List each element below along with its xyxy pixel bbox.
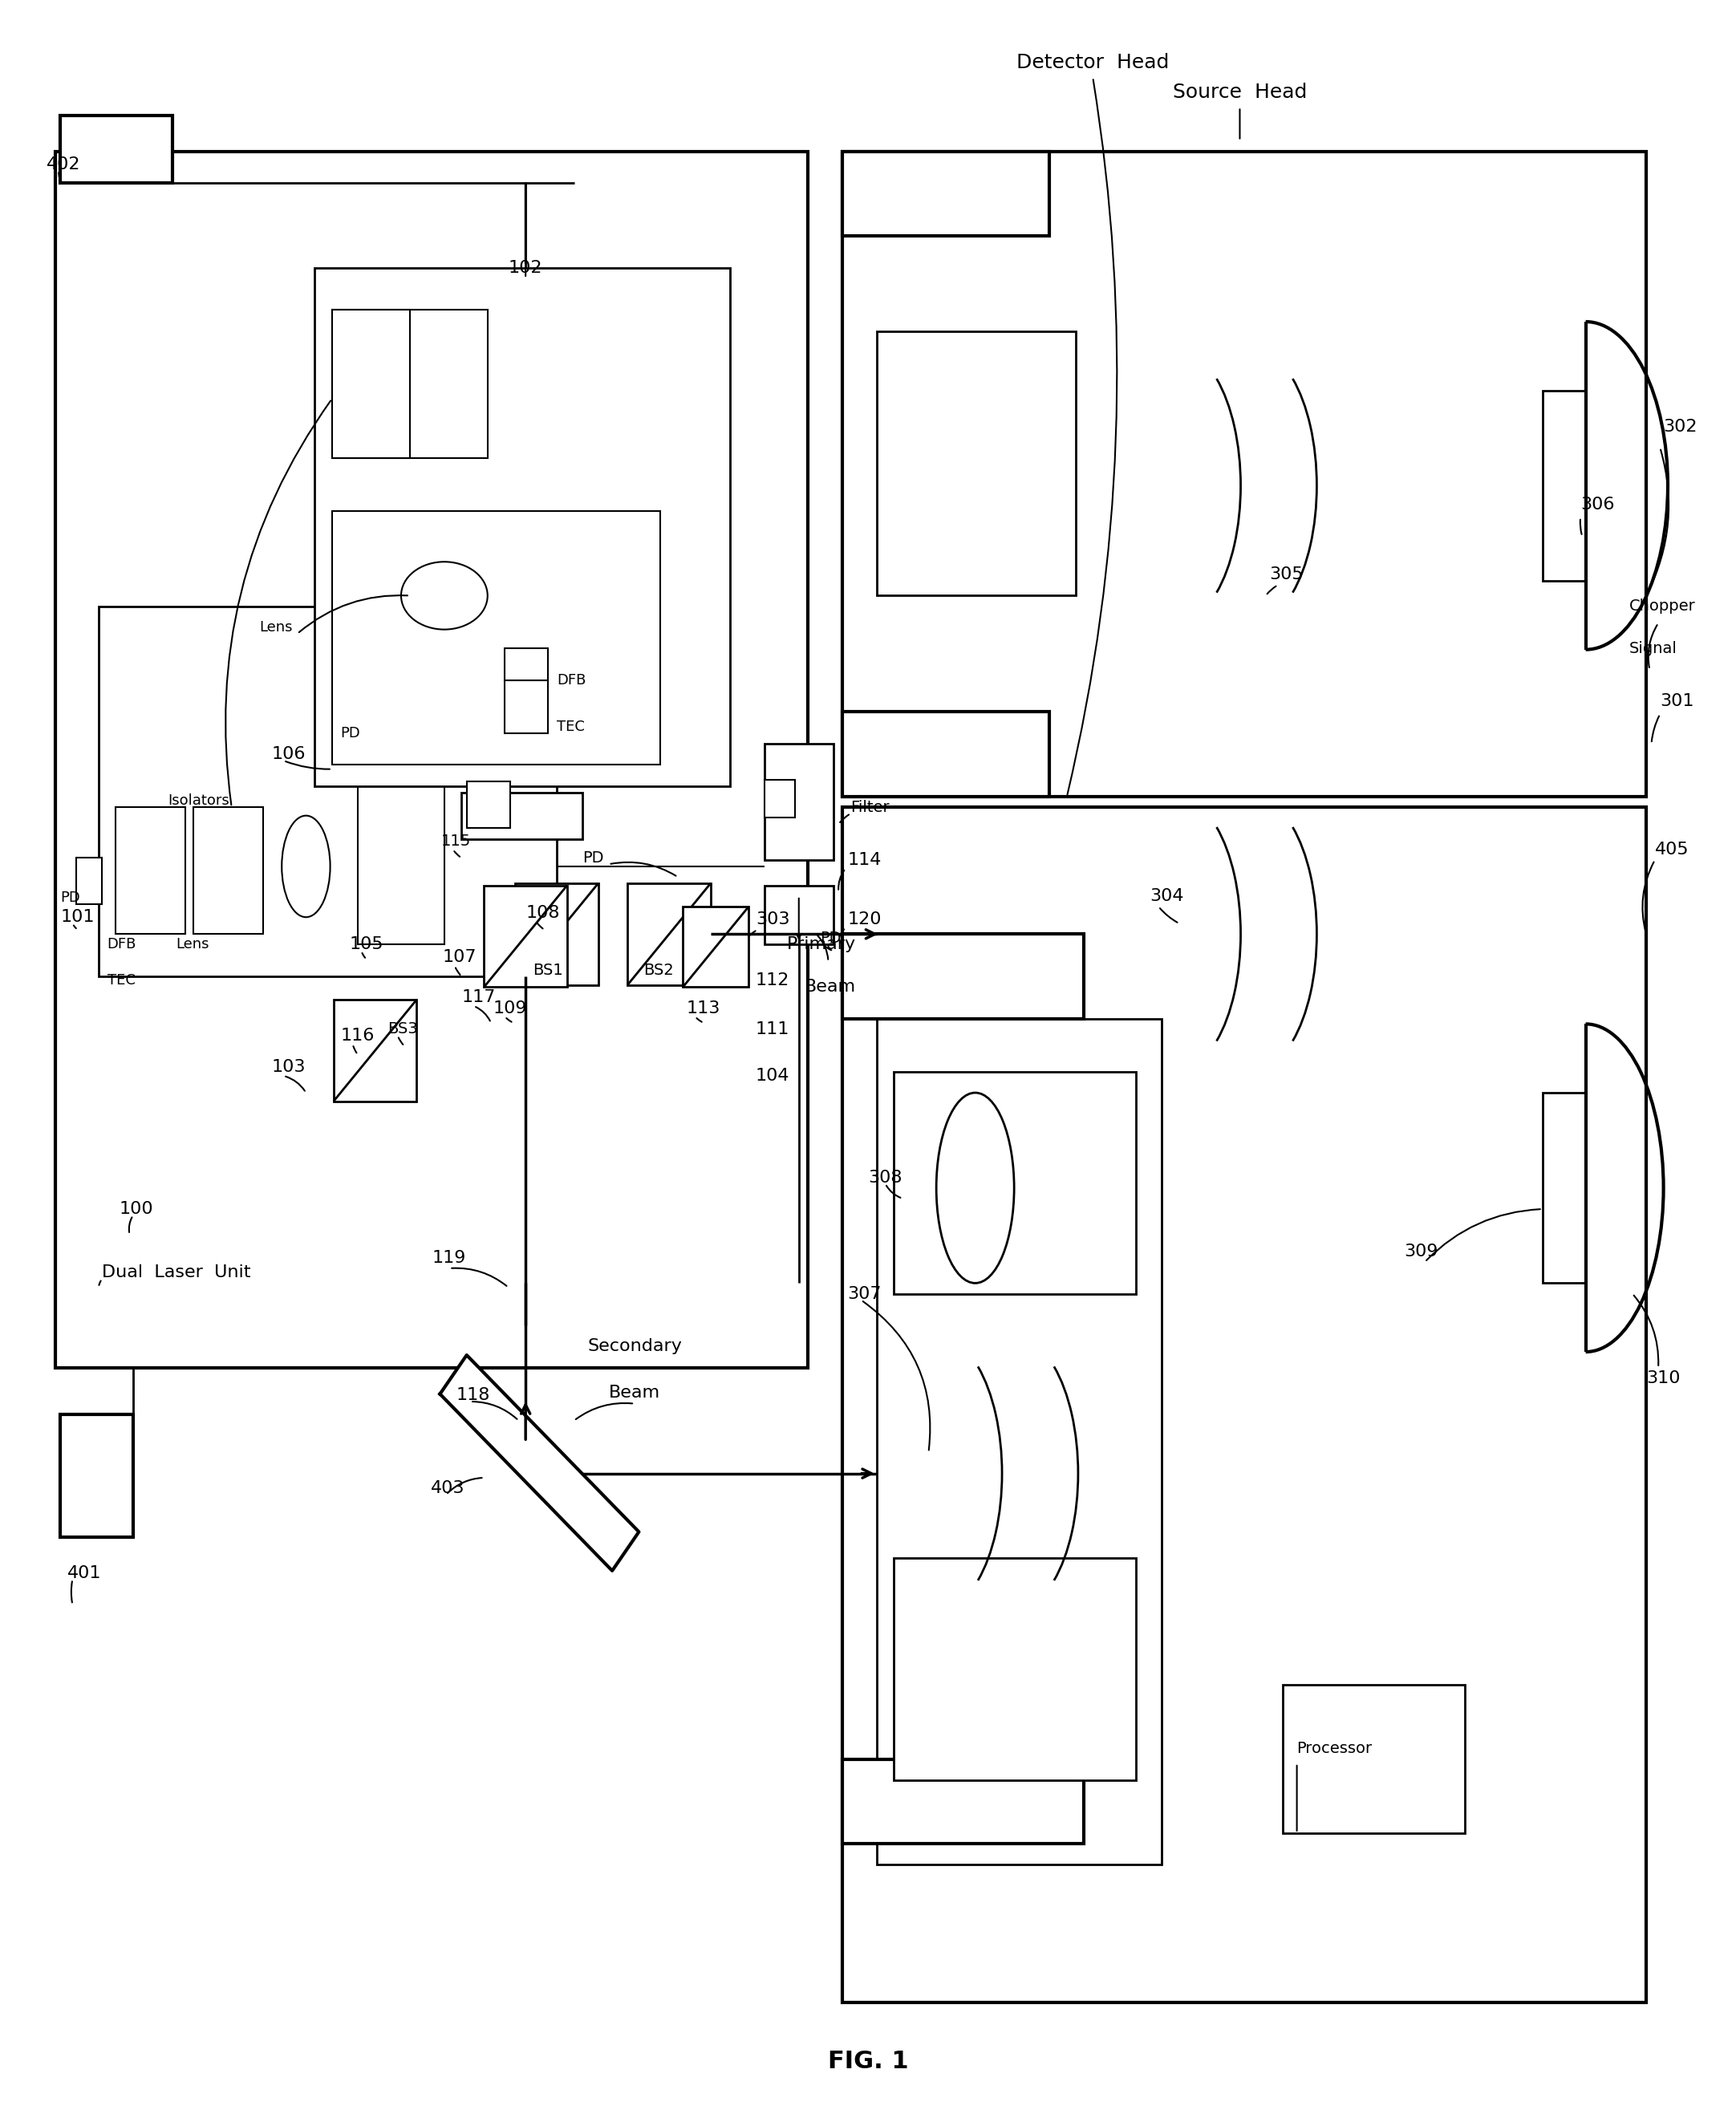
Text: 108: 108 bbox=[526, 904, 559, 921]
Text: Source  Head: Source Head bbox=[1172, 83, 1307, 102]
Bar bbox=[61, 115, 174, 182]
Text: 308: 308 bbox=[868, 1169, 903, 1186]
Text: 112: 112 bbox=[755, 972, 790, 989]
Bar bbox=[842, 151, 1050, 236]
Bar bbox=[332, 310, 488, 458]
Text: 306: 306 bbox=[1580, 497, 1614, 514]
Text: DFB: DFB bbox=[557, 673, 587, 688]
Bar bbox=[99, 607, 557, 976]
Bar bbox=[56, 151, 807, 1369]
Text: 307: 307 bbox=[847, 1286, 882, 1301]
Text: PD: PD bbox=[819, 932, 840, 946]
Bar bbox=[332, 310, 410, 458]
Text: Secondary: Secondary bbox=[587, 1339, 682, 1354]
Text: 113: 113 bbox=[686, 999, 720, 1016]
Text: 304: 304 bbox=[1149, 887, 1184, 904]
Bar bbox=[333, 999, 417, 1101]
Bar bbox=[877, 331, 1076, 596]
Text: 402: 402 bbox=[47, 157, 80, 172]
Bar bbox=[682, 906, 748, 987]
Text: 119: 119 bbox=[432, 1250, 467, 1265]
Text: DFB: DFB bbox=[108, 938, 137, 953]
Bar bbox=[1542, 1093, 1585, 1284]
Text: PD: PD bbox=[582, 851, 604, 866]
Text: 120: 120 bbox=[847, 910, 882, 927]
Bar bbox=[842, 1759, 1085, 1844]
Bar bbox=[877, 1019, 1161, 1865]
Text: 101: 101 bbox=[61, 908, 94, 925]
Bar bbox=[116, 806, 186, 934]
Bar bbox=[894, 1558, 1135, 1780]
Bar bbox=[505, 681, 549, 732]
Bar bbox=[516, 883, 599, 985]
Bar bbox=[764, 743, 833, 859]
Bar bbox=[842, 713, 1050, 796]
Text: 100: 100 bbox=[120, 1201, 153, 1218]
Text: 310: 310 bbox=[1646, 1371, 1680, 1386]
Bar bbox=[894, 1072, 1135, 1294]
Text: PD: PD bbox=[61, 891, 80, 906]
Bar bbox=[194, 806, 262, 934]
Bar bbox=[358, 775, 444, 944]
Text: 405: 405 bbox=[1654, 842, 1689, 857]
Bar bbox=[1283, 1685, 1465, 1833]
Bar bbox=[462, 792, 583, 838]
Text: 115: 115 bbox=[441, 834, 470, 849]
Text: 109: 109 bbox=[493, 999, 526, 1016]
Text: Detector  Head: Detector Head bbox=[1017, 53, 1168, 72]
Text: TEC: TEC bbox=[108, 974, 135, 989]
Polygon shape bbox=[439, 1356, 639, 1570]
Text: TEC: TEC bbox=[557, 719, 585, 734]
Bar bbox=[61, 1413, 134, 1536]
Bar bbox=[842, 934, 1085, 1019]
Bar bbox=[628, 883, 710, 985]
Text: 102: 102 bbox=[509, 259, 543, 276]
Bar bbox=[314, 267, 729, 785]
Text: Isolators: Isolators bbox=[168, 794, 229, 808]
Text: BS1: BS1 bbox=[533, 963, 562, 978]
Bar bbox=[467, 781, 510, 828]
Text: 117: 117 bbox=[462, 989, 495, 1006]
Text: Primary: Primary bbox=[786, 936, 856, 953]
Text: Lens: Lens bbox=[259, 620, 293, 634]
Text: 309: 309 bbox=[1404, 1243, 1437, 1258]
Text: Beam: Beam bbox=[804, 978, 856, 995]
Text: PD: PD bbox=[340, 726, 361, 741]
Text: Chopper: Chopper bbox=[1628, 598, 1696, 613]
Text: 116: 116 bbox=[340, 1027, 375, 1044]
Bar bbox=[332, 511, 660, 764]
Bar bbox=[842, 806, 1646, 2003]
Text: 103: 103 bbox=[271, 1059, 306, 1076]
Text: 118: 118 bbox=[457, 1388, 490, 1403]
Text: 104: 104 bbox=[755, 1067, 790, 1084]
Text: 106: 106 bbox=[271, 747, 306, 762]
Text: Filter: Filter bbox=[851, 800, 891, 815]
Bar bbox=[484, 885, 568, 987]
Text: Processor: Processor bbox=[1297, 1740, 1373, 1757]
Text: 403: 403 bbox=[431, 1481, 465, 1496]
Bar bbox=[1542, 390, 1585, 581]
Bar bbox=[764, 885, 833, 944]
Text: Beam: Beam bbox=[609, 1386, 660, 1401]
Bar bbox=[76, 857, 102, 904]
Bar bbox=[842, 151, 1646, 796]
Text: Signal: Signal bbox=[1628, 641, 1677, 656]
Text: 114: 114 bbox=[847, 853, 882, 868]
Text: Dual  Laser  Unit: Dual Laser Unit bbox=[102, 1265, 250, 1280]
Bar bbox=[764, 779, 795, 817]
Text: FIG. 1: FIG. 1 bbox=[828, 2050, 908, 2073]
Text: 303: 303 bbox=[755, 910, 790, 927]
Bar bbox=[505, 649, 549, 681]
Text: 111: 111 bbox=[755, 1021, 790, 1038]
Text: Lens: Lens bbox=[177, 938, 210, 953]
Text: 305: 305 bbox=[1269, 567, 1304, 584]
Text: 301: 301 bbox=[1660, 694, 1694, 709]
Text: BS2: BS2 bbox=[644, 963, 674, 978]
Text: 401: 401 bbox=[68, 1564, 101, 1581]
Text: 302: 302 bbox=[1663, 418, 1698, 435]
Text: 105: 105 bbox=[349, 936, 384, 953]
Text: 107: 107 bbox=[443, 949, 477, 966]
Text: BS3: BS3 bbox=[387, 1021, 418, 1038]
